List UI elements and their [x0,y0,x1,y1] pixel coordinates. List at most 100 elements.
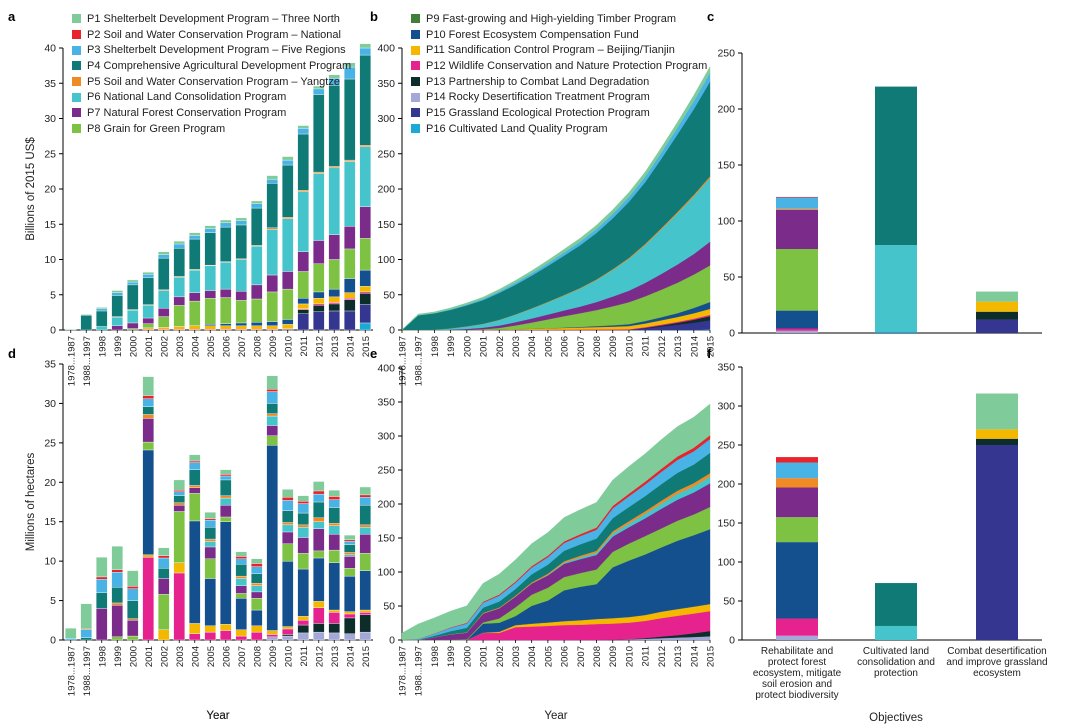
x-tick-label-e: 1978...1987 [398,646,409,696]
bar-segment-f-p4 [875,583,917,626]
bar-segment-d-p1 [64,627,77,639]
panel-letter-e: e [370,346,378,361]
x-tick-label-d: 2005 [206,646,217,667]
bar-segment-d-p1 [95,557,108,578]
x-tick-label-e: 1998 [430,646,441,667]
bar-segment-d-p2 [126,586,139,589]
bar-segment-d-p13 [343,617,356,634]
bar-segment-a-p11 [188,325,201,330]
bar-segment-d-p2 [204,518,217,521]
bar-segment-a-p5 [343,159,356,162]
bar-segment-d-p8 [281,543,294,562]
bar-segment-c-p4 [875,86,917,246]
bar-segment-d-p4 [266,403,279,414]
bar-segment-a-p5 [297,190,310,192]
bar-segment-d-p11 [219,624,232,631]
x-tick-label-a: 1988...1997 [82,336,93,386]
bar-segment-d-p1 [359,486,372,496]
bar-segment-a-p1 [343,62,356,68]
category-label-line-f: ecosystem, mitigate [753,668,842,679]
bar-segment-d-p3 [328,499,341,508]
bars-d [64,375,372,641]
bar-segment-d-p11 [157,629,170,641]
bar-segment-d-p12 [250,631,263,641]
bar-segment-d-p6 [281,524,294,533]
bar-segment-a-p3 [142,274,155,279]
x-tick-label-e: 2012 [657,646,668,667]
bar-segment-a-p13 [343,299,356,312]
x-tick-label-a: 2005 [206,336,217,357]
bar-segment-d-p4 [235,564,248,577]
bar-segment-d-p8 [266,435,279,446]
x-tick-label-b: 1988...1997 [414,336,425,386]
bar-segment-a-p10 [219,323,232,326]
bar-segment-a-p7 [312,240,325,264]
y-tick-label-f: 50 [723,596,735,608]
x-tick-label-b: 2000 [462,336,473,357]
y-tick-label-b: 250 [377,148,395,160]
x-tick-label-d: 2006 [221,646,232,667]
y-tick-label-a: 5 [50,289,56,301]
bar-segment-d-p7 [204,546,217,559]
x-tick-label-e: 1999 [446,646,457,667]
bar-segment-d-p10 [297,568,310,617]
bar-segment-a-p11 [312,298,325,305]
bar-segment-d-p4 [281,510,294,523]
bar-segment-c-p5 [776,208,818,210]
bar-segment-d-p12 [188,633,201,641]
bar-segment-a-p8 [343,248,356,279]
y-tick-label-d: 0 [50,635,56,647]
x-tick-labels-a: 1978...1987 1988...1997 1998 1999 2000 2001 20… [66,330,372,722]
bar-segment-a-p3 [297,128,310,135]
bar-segment-d-p6 [312,521,325,529]
x-tick-label-b: 2011 [641,336,652,356]
bar-segment-a-p4 [173,248,186,277]
x-tick-label-d: 2012 [314,646,325,667]
bar-segment-d-p11 [281,626,294,630]
bar-segment-d-p2 [157,555,170,559]
bar-segment-a-p1 [235,217,248,221]
bar-segment-d-p7 [328,534,341,551]
bar-segment-d-p8 [219,516,232,522]
bar-segment-a-p3 [188,235,201,240]
bar-segment-a-p7 [188,292,201,302]
bar-segment-d-p8 [157,594,170,630]
bar-segment-d-p14 [359,631,372,641]
bar-segment-f-p1 [976,393,1018,430]
bar-segment-d-p1 [266,375,279,390]
bar-segment-d-p3 [142,398,155,407]
bar-segment-d-p11 [343,611,356,615]
bar-segment-d-p13 [312,623,325,633]
x-tick-label-e: 2013 [673,646,684,667]
bar-segment-d-p7 [359,534,372,554]
bar-segment-d-p8 [173,511,186,563]
bar-segment-d-p7 [111,605,124,638]
bar-segment-c-p14 [776,330,818,333]
bar-segment-a-p8 [281,288,294,320]
x-tick-label-d: 2015 [361,646,372,667]
bar-segment-a-p15 [312,311,325,331]
bar-segment-a-p1 [219,219,232,224]
bar-segment-d-p11 [204,625,217,633]
y-tick-label-e: 250 [377,465,395,477]
bar-segment-a-p10 [266,321,279,326]
bar-segment-d-p10 [343,575,356,612]
y-tick-label-c: 250 [717,48,735,60]
bar-segment-d-p2 [111,569,124,573]
bar-segment-a-p6 [235,259,248,292]
bar-segment-d-p4 [312,501,325,518]
bar-segment-a-p6 [157,290,170,309]
bar-segment-d-p2 [235,556,248,559]
y-tick-label-d: 20 [44,477,56,489]
bar-segment-a-p3 [111,292,124,296]
bar-segment-a-p10 [250,322,263,326]
bar-segment-d-p7 [297,537,310,554]
bar-segment-a-p1 [297,125,310,129]
y-axis-title-d: Millions of hectares [25,453,37,552]
bar-segment-f-p13 [976,438,1018,445]
bar-segment-a-p4 [219,226,232,262]
x-tick-label-a: 2001 [144,336,155,357]
bar-segment-a-p4 [80,315,93,331]
bar-segment-d-p1 [297,495,310,502]
